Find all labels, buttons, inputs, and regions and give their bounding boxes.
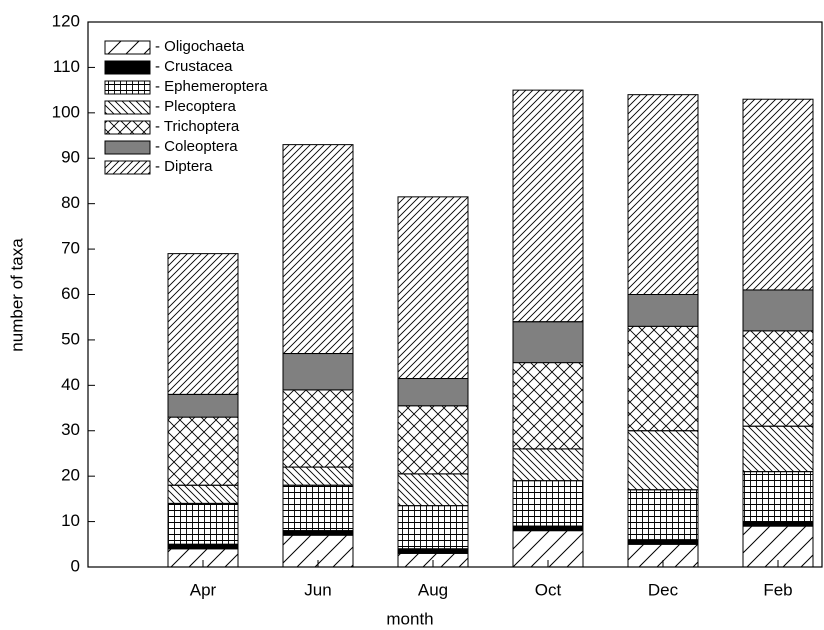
bar-segment bbox=[282, 353, 354, 391]
bar-segment bbox=[627, 94, 699, 295]
legend-swatch bbox=[104, 60, 151, 75]
legend-label: - Diptera bbox=[155, 158, 213, 175]
bar-segment bbox=[167, 484, 239, 504]
y-tick-label: 80 bbox=[61, 193, 80, 212]
y-tick-label: 50 bbox=[61, 329, 80, 348]
bar-segment bbox=[627, 489, 699, 541]
x-axis-label: month bbox=[386, 609, 433, 628]
bar-segment bbox=[512, 530, 584, 568]
x-tick-label: Jun bbox=[304, 580, 331, 599]
bar-segment bbox=[742, 525, 814, 568]
legend-label: - Coleoptera bbox=[155, 138, 238, 155]
legend-swatch bbox=[104, 140, 151, 155]
x-tick-label: Feb bbox=[763, 580, 792, 599]
legend-swatch bbox=[104, 40, 151, 55]
legend-label: - Plecoptera bbox=[155, 98, 237, 115]
bar-segment bbox=[742, 471, 814, 523]
bar-segment bbox=[282, 389, 354, 468]
bar-segment bbox=[167, 253, 239, 395]
bar-segment bbox=[512, 321, 584, 364]
y-tick-label: 30 bbox=[61, 420, 80, 439]
bar-segment bbox=[397, 405, 469, 475]
bar-segment bbox=[397, 548, 469, 554]
bar-segment bbox=[282, 534, 354, 568]
bar-segment bbox=[282, 144, 354, 355]
bar-segment bbox=[282, 466, 354, 486]
bar-segment bbox=[397, 196, 469, 380]
bar-segment bbox=[282, 530, 354, 536]
x-tick-label: Dec bbox=[648, 580, 679, 599]
legend-swatch bbox=[104, 80, 151, 95]
y-tick-label: 120 bbox=[52, 11, 80, 30]
bar-segment bbox=[627, 294, 699, 327]
bar-segment bbox=[742, 98, 814, 291]
x-tick-label: Aug bbox=[418, 580, 448, 599]
bar-segment bbox=[397, 505, 469, 550]
y-tick-label: 110 bbox=[53, 57, 80, 76]
x-tick-label: Oct bbox=[535, 580, 562, 599]
bar-segment bbox=[397, 473, 469, 507]
bar-segment bbox=[167, 502, 239, 545]
plot-frame bbox=[87, 21, 823, 568]
bar-segment bbox=[742, 330, 814, 427]
bar-segment bbox=[742, 425, 814, 473]
y-tick-label: 10 bbox=[61, 511, 80, 530]
y-tick-label: 20 bbox=[61, 466, 80, 485]
bar-segment bbox=[167, 416, 239, 486]
bar-segment bbox=[627, 543, 699, 568]
bar-segment bbox=[512, 362, 584, 450]
y-tick-label: 60 bbox=[61, 284, 80, 303]
bar-segment bbox=[282, 484, 354, 532]
legend-label: - Ephemeroptera bbox=[155, 78, 268, 95]
y-tick-label: 100 bbox=[52, 102, 80, 121]
y-tick-label: 40 bbox=[61, 375, 80, 394]
bar-segment bbox=[627, 539, 699, 545]
bar-segment bbox=[512, 89, 584, 323]
bar-segment bbox=[627, 325, 699, 432]
bar-segment bbox=[512, 448, 584, 482]
y-tick-label: 0 bbox=[71, 556, 80, 575]
bar-segment bbox=[167, 543, 239, 550]
x-tick-label: Apr bbox=[190, 580, 217, 599]
bar-segment bbox=[167, 548, 239, 568]
legend: - Oligochaeta - Crustacea - Ephemeroptera -… bbox=[104, 38, 268, 175]
y-tick-label: 90 bbox=[61, 148, 80, 167]
bar-segment bbox=[627, 430, 699, 491]
bar-segment bbox=[397, 378, 469, 407]
legend-label: - Oligochaeta bbox=[155, 38, 245, 55]
y-tick-label: 70 bbox=[61, 239, 80, 258]
legend-swatch bbox=[104, 160, 151, 175]
bar-segment bbox=[512, 480, 584, 527]
bar-segment bbox=[742, 521, 814, 527]
legend-swatch bbox=[104, 100, 151, 115]
y-axis-label: number of taxa bbox=[7, 238, 26, 352]
legend-swatch bbox=[104, 120, 151, 135]
legend-label: - Trichoptera bbox=[155, 118, 240, 135]
bar-segment bbox=[397, 552, 469, 568]
bar-segment bbox=[512, 525, 584, 532]
legend-label: - Crustacea bbox=[155, 58, 233, 75]
bar-segment bbox=[742, 289, 814, 332]
bar-segment bbox=[167, 393, 239, 418]
